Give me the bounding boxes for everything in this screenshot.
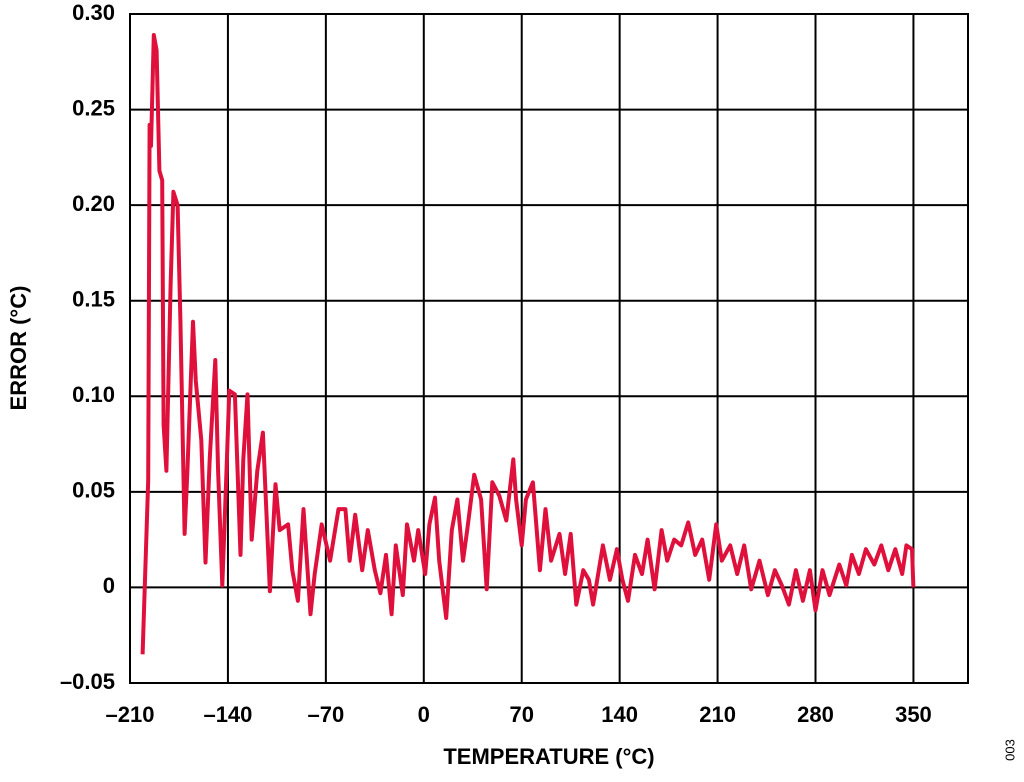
y-tick-label: –0.05 [60,669,115,694]
x-tick-label: 140 [601,702,638,727]
y-tick-label: 0.15 [72,287,115,312]
x-tick-label: 280 [797,702,834,727]
data-line [140,33,916,655]
y-tick-label: 0.25 [72,95,115,120]
x-tick-label: 0 [418,702,430,727]
x-tick-label: –210 [106,702,155,727]
x-tick-label: 70 [509,702,533,727]
y-tick-label: 0.05 [72,478,115,503]
y-tick-label: 0.20 [72,191,115,216]
x-tick-label: –70 [308,702,345,727]
plot-frame [129,13,969,684]
x-tick-label: –140 [203,702,252,727]
x-axis-title: TEMPERATURE (°C) [443,744,654,769]
y-tick-label: 0 [103,573,115,598]
x-tick-label: 210 [699,702,736,727]
y-tick-label: 0.30 [72,0,115,25]
figure-id: 003 [1002,739,1017,761]
y-tick-label: 0.10 [72,382,115,407]
x-tick-label: 350 [895,702,932,727]
y-axis-title: ERROR (°C) [6,286,31,411]
